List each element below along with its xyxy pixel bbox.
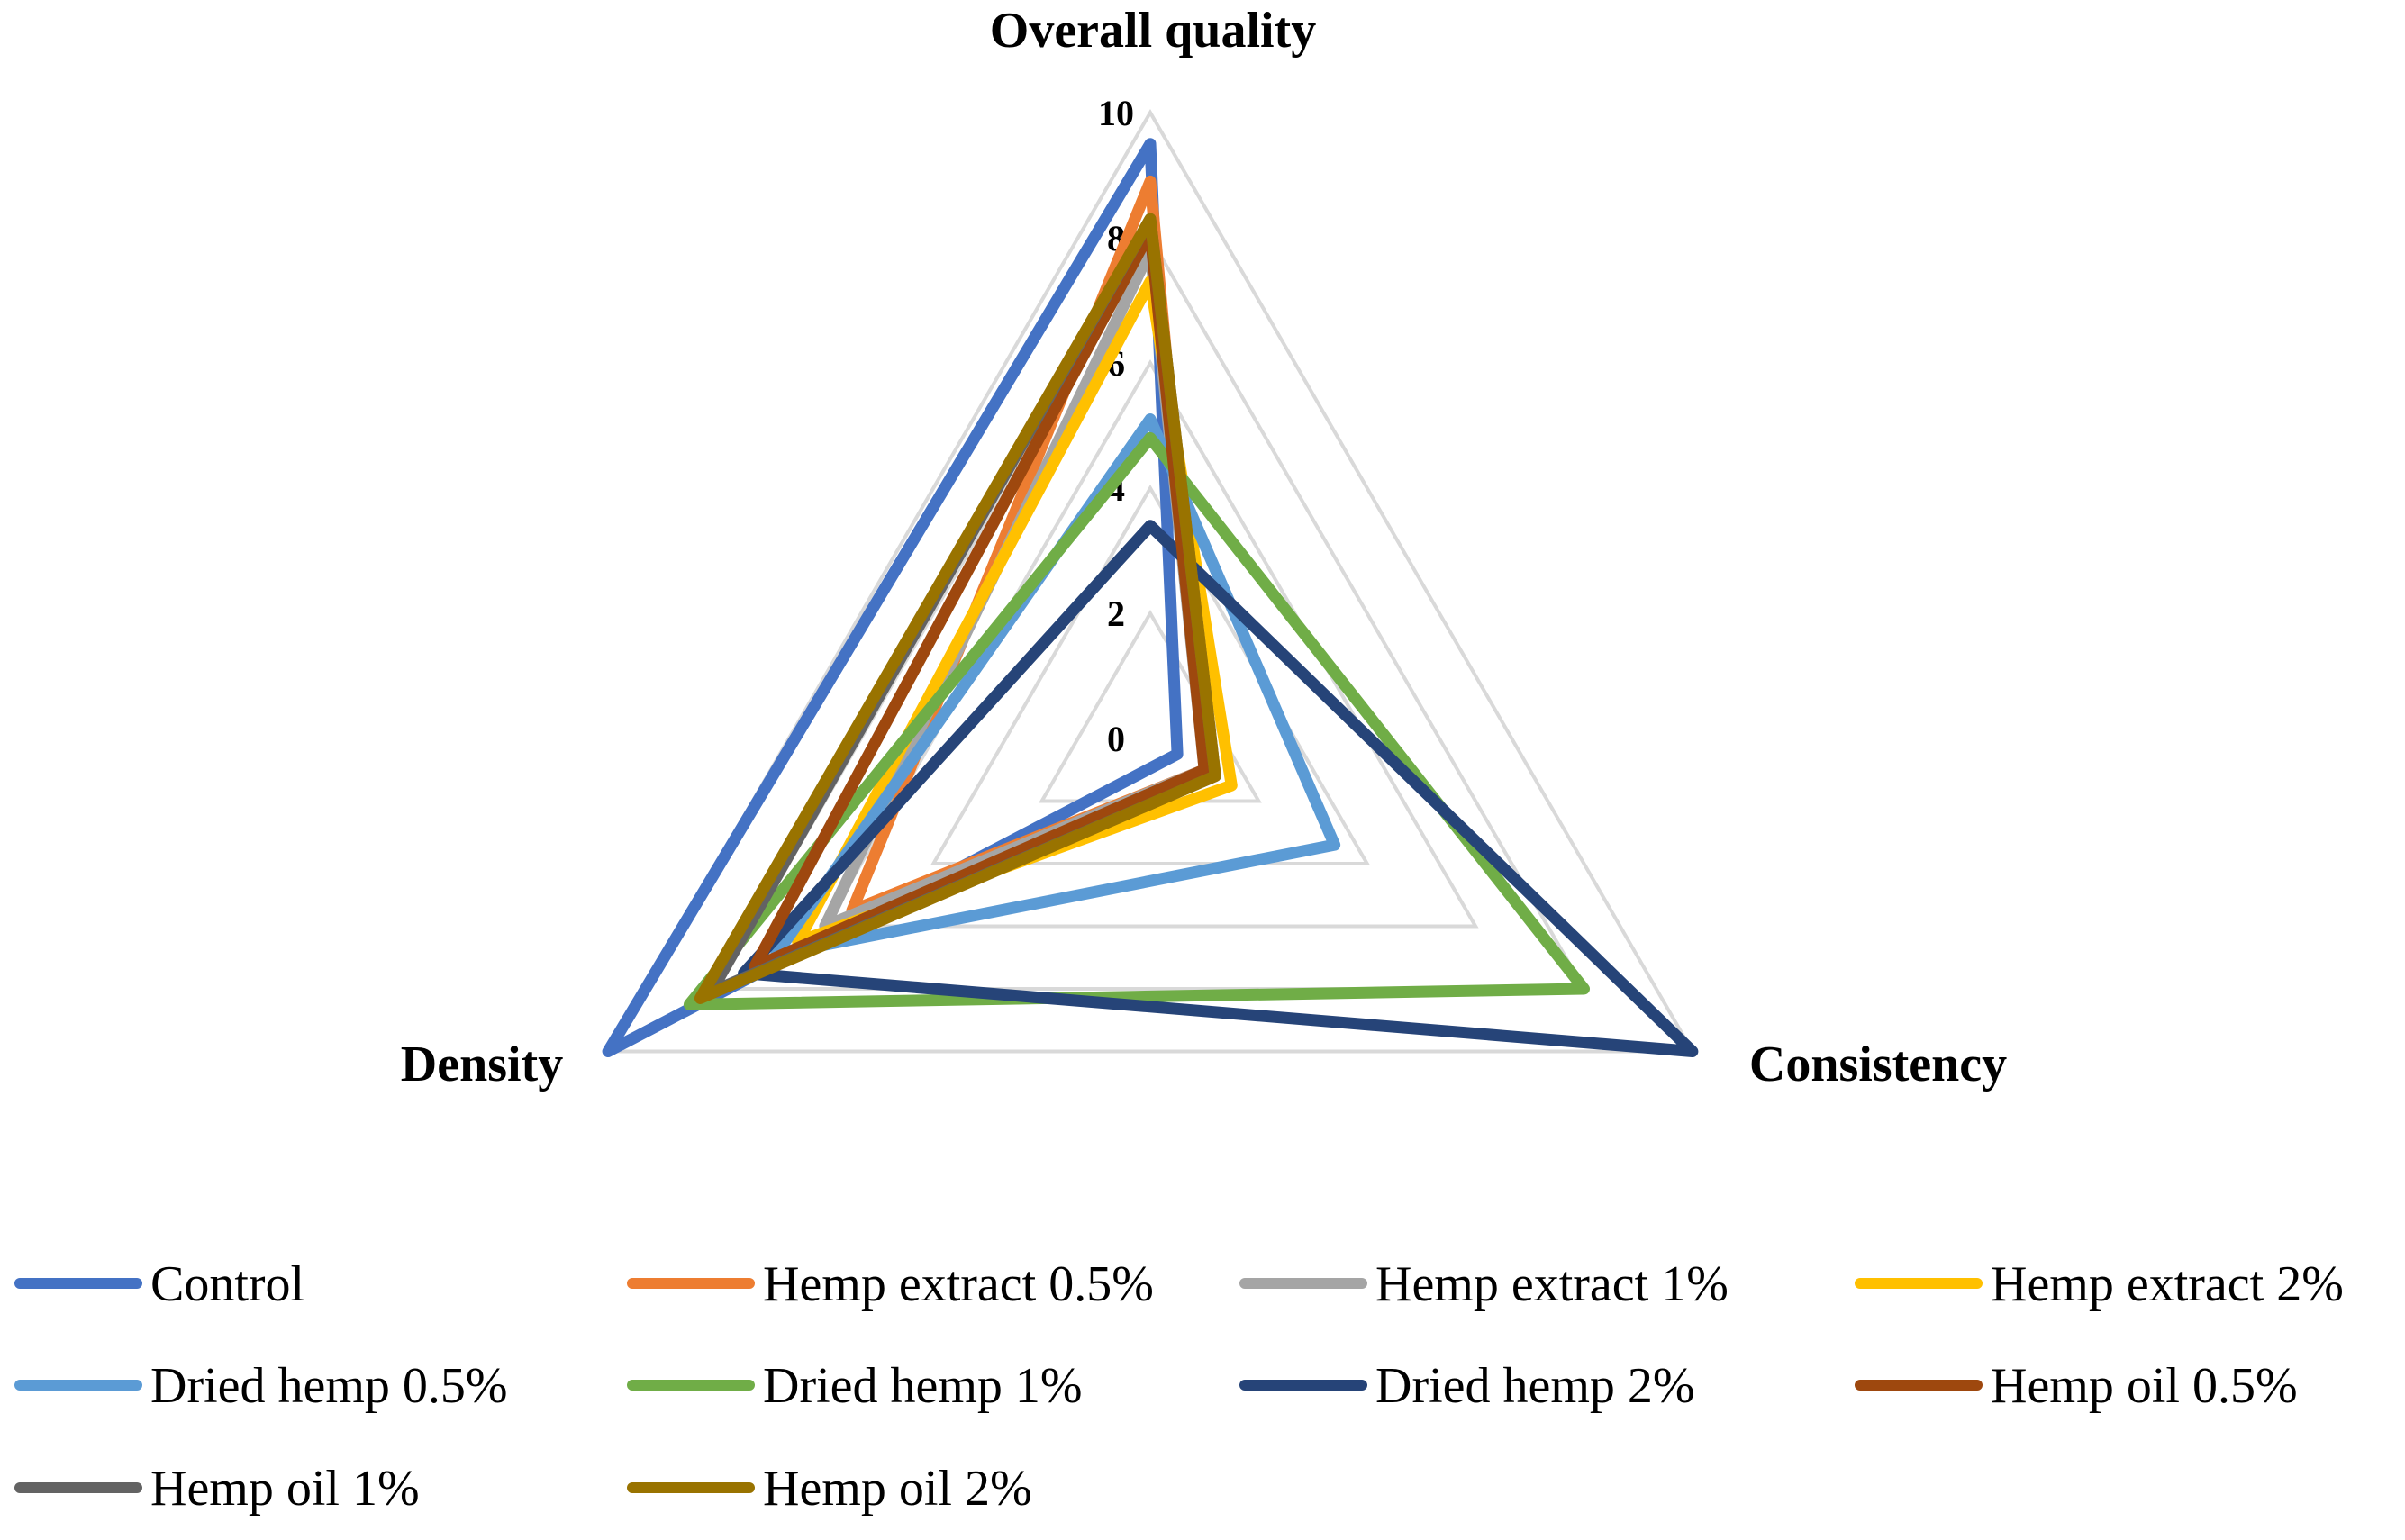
tick-label-10: 10: [1098, 93, 1134, 133]
series-dried-hemp-0-5pct: [770, 413, 1341, 961]
series-dried-hemp-2pct: [738, 520, 1699, 1057]
legend-label: Hemp extract 0.5%: [763, 1256, 1154, 1312]
axis-label-overall-quality: Overall quality: [990, 3, 1316, 59]
legend-item-hemp-extract-2pct: Hemp extract 2%: [1855, 1256, 2344, 1312]
legend-label: Dried hemp 0.5%: [150, 1358, 508, 1414]
legend-item-dried-hemp-0-5pct: Dried hemp 0.5%: [14, 1358, 508, 1414]
legend-item-hemp-oil-1pct: Hemp oil 1%: [14, 1461, 420, 1517]
legend-label: Hemp oil 1%: [150, 1461, 420, 1517]
legend-item-hemp-oil-2pct: Hemp oil 2%: [627, 1461, 1032, 1517]
legend-item-control: Control: [14, 1256, 304, 1312]
legend-label: Hemp oil 0.5%: [1991, 1358, 2298, 1414]
axis-label-consistency: Consistency: [1749, 1037, 2007, 1092]
radar-series: [602, 138, 1699, 1057]
legend-label: Dried hemp 2%: [1375, 1358, 1695, 1414]
legend-label: Hemp extract 1%: [1375, 1256, 1729, 1312]
legend-label: Dried hemp 1%: [763, 1358, 1083, 1414]
legend-item-dried-hemp-2pct: Dried hemp 2%: [1239, 1358, 1695, 1414]
tick-label-0: 0: [1107, 719, 1125, 759]
legend-item-hemp-oil-0-5pct: Hemp oil 0.5%: [1855, 1358, 2298, 1414]
series-dried-hemp-1pct: [683, 431, 1591, 1010]
legend-label: Hemp oil 2%: [763, 1461, 1032, 1517]
legend-item-dried-hemp-1pct: Dried hemp 1%: [627, 1358, 1083, 1414]
tick-label-2: 2: [1107, 593, 1125, 634]
legend: Control Hemp extract 0.5% Hemp extract 1% H…: [14, 1256, 2344, 1517]
series-hemp-oil-2pct: [694, 213, 1221, 1004]
grid-ring-8: [713, 234, 1587, 991]
legend-label: Hemp extract 2%: [1991, 1256, 2344, 1312]
legend-item-hemp-extract-1pct: Hemp extract 1%: [1239, 1256, 1729, 1312]
axis-label-density: Density: [401, 1037, 563, 1092]
legend-item-hemp-extract-0-5pct: Hemp extract 0.5%: [627, 1256, 1154, 1312]
legend-label: Control: [150, 1256, 304, 1312]
grid-ring-10: [604, 109, 1696, 1054]
